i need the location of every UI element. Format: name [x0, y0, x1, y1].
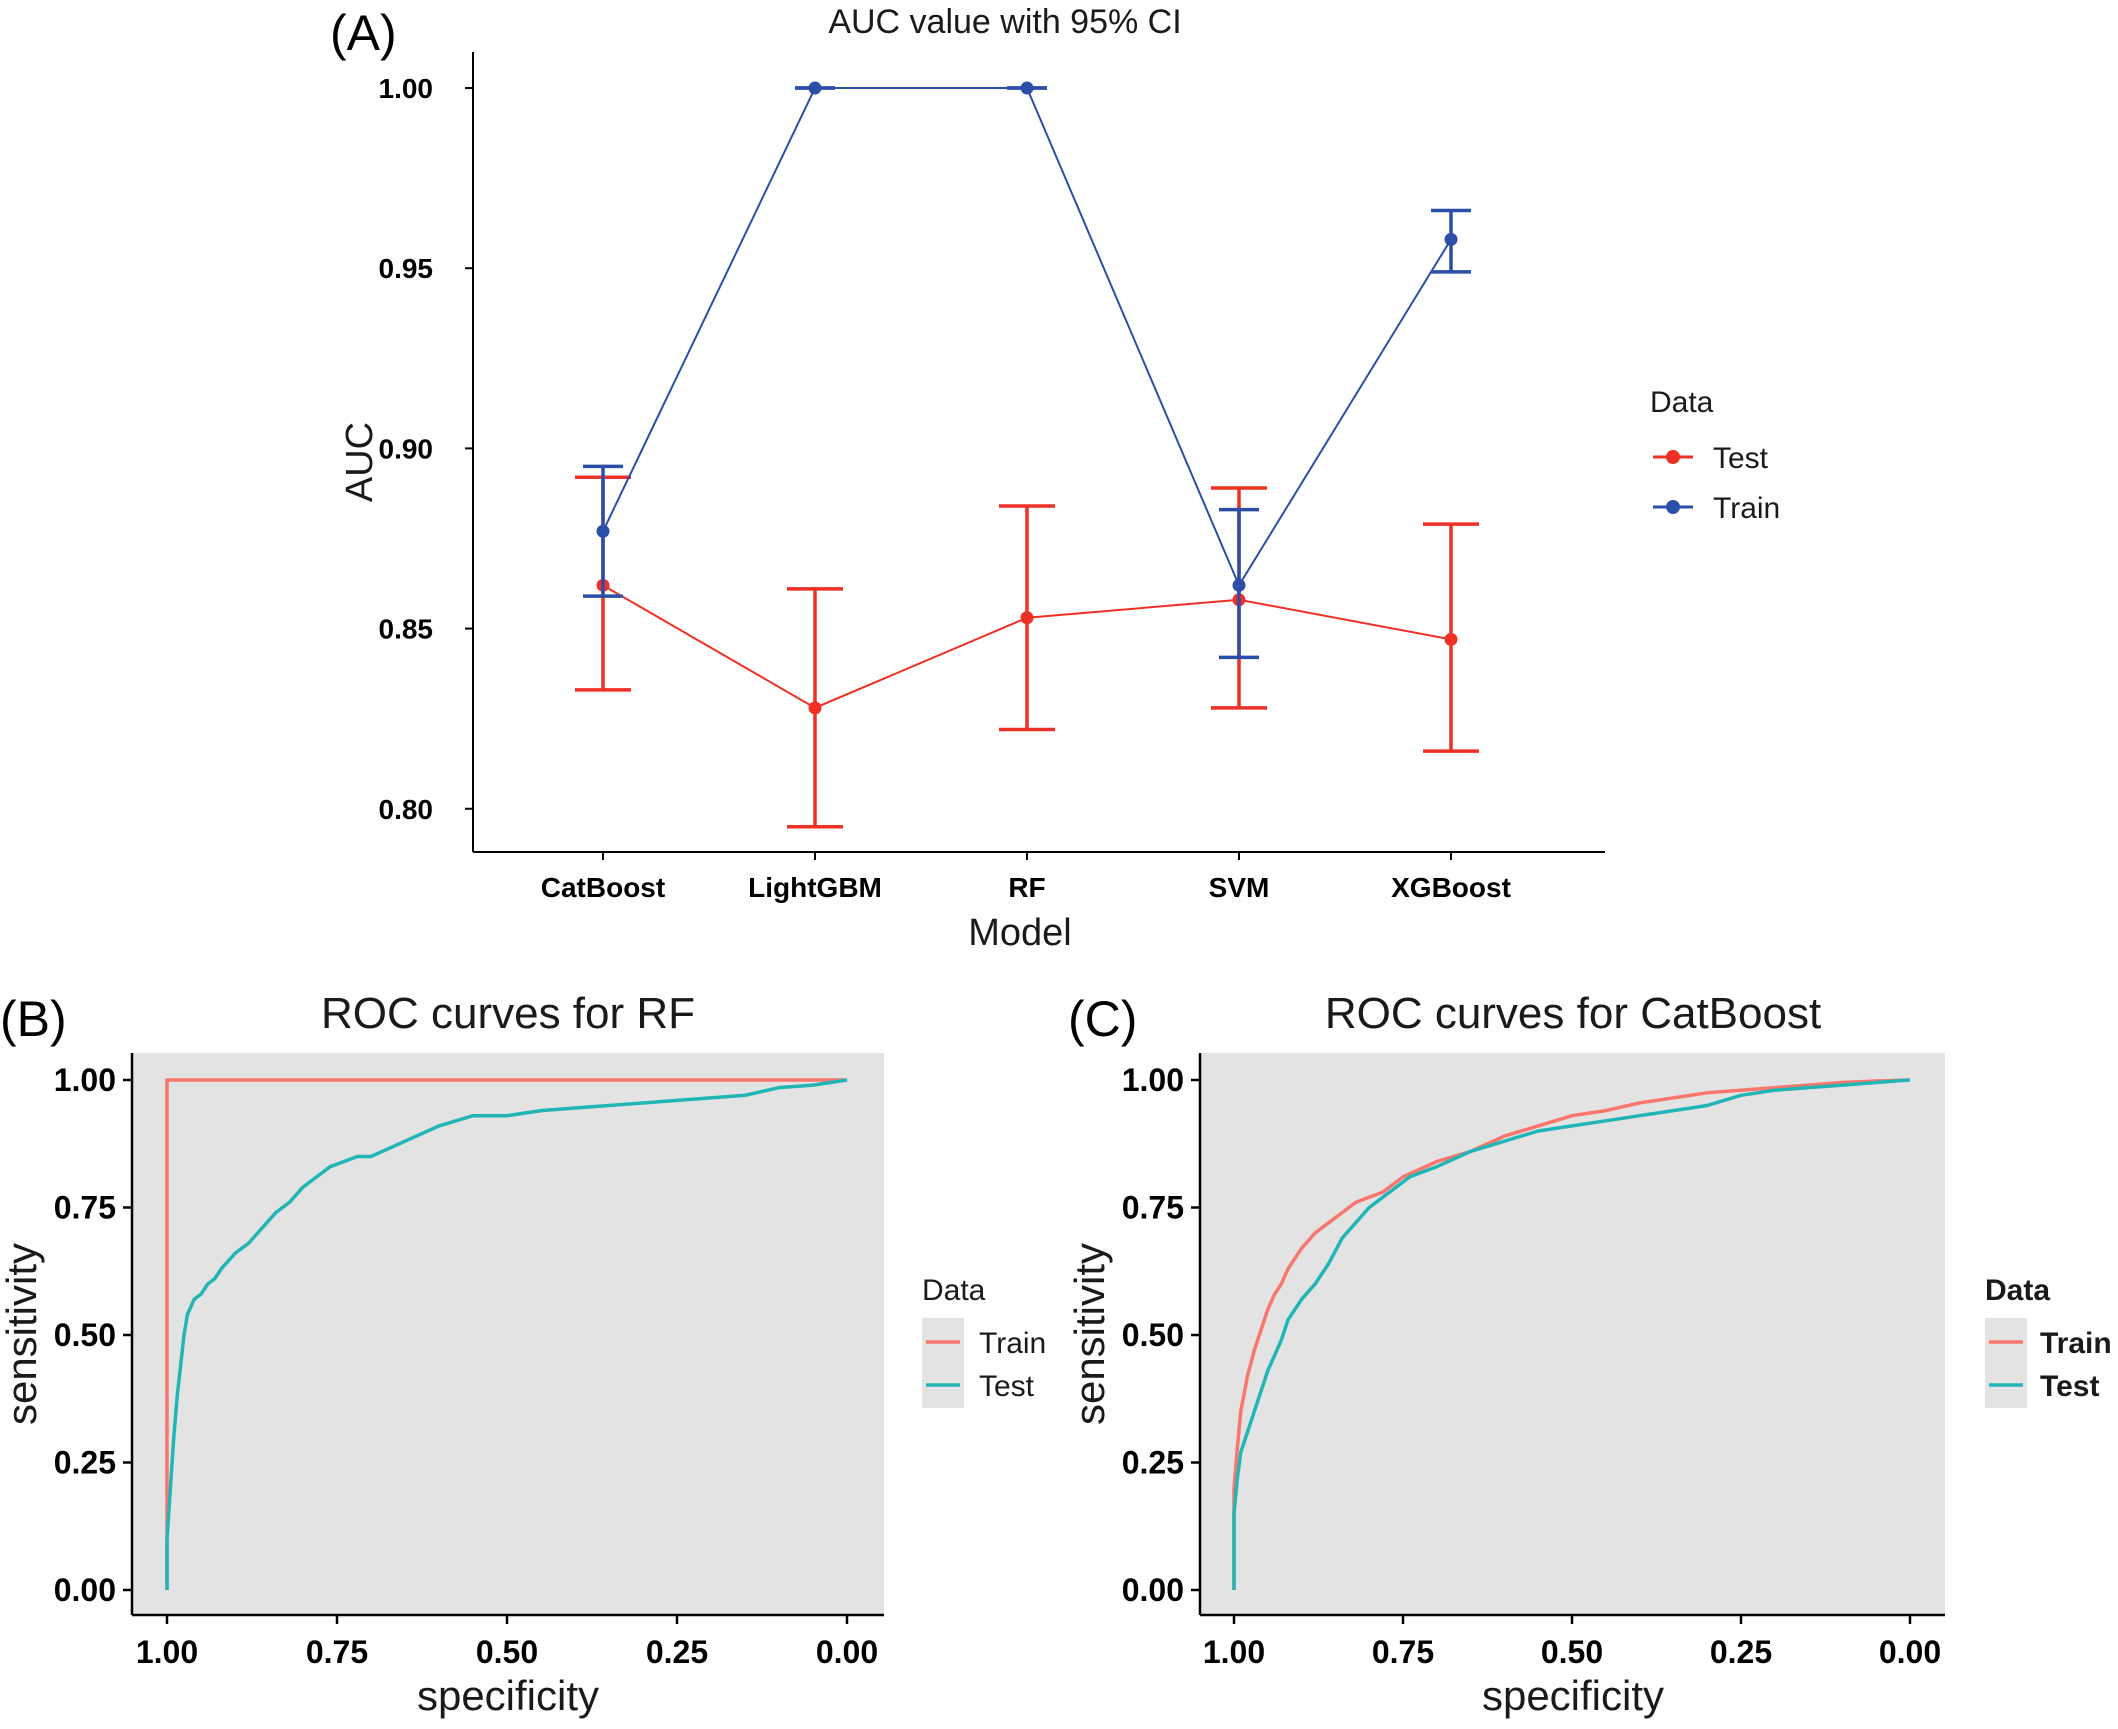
panel-b-legend-title: Data: [922, 1274, 986, 1307]
legend-test-label: Test: [1713, 442, 1769, 475]
y-tick-label: 0.50: [54, 1317, 116, 1353]
train-point: [808, 81, 822, 95]
roc-curve-test: [1232, 1078, 1911, 1590]
panel-a-y-axis-title: AUC: [339, 422, 381, 502]
y-tick-label: 0.50: [1122, 1317, 1184, 1353]
x-tick-label: 0.25: [646, 1634, 708, 1670]
x-tick-label: XGBoost: [1391, 872, 1511, 903]
train-point: [596, 524, 610, 538]
panel-c-legend-title: Data: [1985, 1274, 2050, 1307]
y-tick-label: 1.00: [54, 1062, 116, 1098]
train-point: [1232, 578, 1246, 592]
x-tick-label: 0.25: [1710, 1634, 1772, 1670]
roc-curve-train: [165, 1078, 847, 1590]
test-point: [1444, 632, 1458, 646]
legend-test-point-swatch: [1666, 450, 1680, 464]
x-tick-label: LightGBM: [748, 872, 882, 903]
x-tick-label: RF: [1008, 872, 1045, 903]
panel-b-series: [165, 1078, 848, 1590]
y-tick-label: 0.25: [54, 1445, 116, 1481]
x-tick-label: 0.50: [476, 1634, 538, 1670]
roc-curve-train: [1232, 1078, 1911, 1590]
panel-a-series: [575, 81, 1479, 829]
panel-c-title: ROC curves for CatBoost: [1325, 989, 1821, 1038]
legend-train-label: Train: [979, 1327, 1046, 1360]
y-tick-label: 0.85: [379, 614, 434, 645]
panel-a-x-axis-title: Model: [968, 912, 1072, 954]
y-tick-label: 0.25: [1122, 1445, 1184, 1481]
x-tick-label: 1.00: [136, 1634, 198, 1670]
panel-c-ticks: 0.00 0.00 0.25 0.25 0.50 0.50 0.75 0.75 1.00 1.00: [1122, 1062, 1941, 1670]
x-tick-label: 0.50: [1541, 1634, 1603, 1670]
y-tick-label: 0.80: [379, 794, 434, 825]
panel-a-legend-title: Data: [1650, 386, 1714, 419]
panel-a-letter: (A): [330, 5, 397, 61]
series-test: [575, 475, 1479, 829]
panel-a: (A) AUC value with 95% CI 0.800.850.900.…: [330, 3, 1780, 954]
train-point: [1444, 232, 1458, 246]
y-tick-label: 1.00: [1122, 1062, 1184, 1098]
legend-train-label: Train: [1713, 492, 1780, 525]
y-tick-label: 0.75: [54, 1190, 116, 1226]
legend-train-label: Train: [2040, 1327, 2112, 1360]
x-tick-label: 1.00: [1203, 1634, 1265, 1670]
test-point: [808, 701, 822, 715]
y-tick-label: 0.00: [1122, 1572, 1184, 1608]
x-tick-label: 0.00: [816, 1634, 878, 1670]
panel-c-legend: Data Train Test: [1985, 1274, 2112, 1408]
x-tick-label: 0.75: [1372, 1634, 1434, 1670]
x-tick-label: 0.00: [1879, 1634, 1941, 1670]
panel-a-title: AUC value with 95% CI: [828, 3, 1181, 41]
panel-c-y-axis-title: sensitivity: [1066, 1243, 1113, 1425]
panel-c-letter: (C): [1068, 991, 1137, 1047]
y-tick-label: 0.90: [379, 433, 434, 464]
panel-b: (B) ROC curves for RF 0.000.000.250.250.…: [0, 989, 1046, 1719]
legend-test-label: Test: [979, 1370, 1035, 1403]
legend-item-train: Train: [1653, 492, 1780, 525]
roc-curve-test: [165, 1078, 848, 1590]
panel-b-plot-area: [132, 1053, 884, 1615]
legend-test-label: Test: [2040, 1370, 2099, 1403]
panel-b-legend: Data Train Test: [922, 1274, 1046, 1408]
train-point: [1020, 81, 1034, 95]
test-point: [1020, 611, 1034, 625]
panel-a-legend: Data Test Train: [1650, 386, 1780, 525]
y-tick-label: 0.00: [54, 1572, 116, 1608]
x-tick-label: 0.75: [306, 1634, 368, 1670]
panel-b-ticks: 0.00 0.00 0.25 0.25 0.50 0.50 0.75 0.75 1.00 1.00: [54, 1062, 878, 1670]
panel-c-legend-key-bg: [1985, 1318, 2027, 1408]
legend-train-point-swatch: [1666, 500, 1680, 514]
y-tick-label: 0.75: [1122, 1190, 1184, 1226]
x-tick-label: SVM: [1209, 872, 1270, 903]
x-tick-label: CatBoost: [541, 872, 665, 903]
panel-c-series: [1232, 1078, 1911, 1590]
panel-b-y-axis-title: sensitivity: [0, 1243, 45, 1425]
panel-b-x-axis-title: specificity: [417, 1672, 599, 1719]
legend-item-test: Test: [1653, 442, 1769, 475]
panel-b-title: ROC curves for RF: [321, 989, 695, 1038]
panel-c-plot-area: [1200, 1053, 1945, 1615]
panel-a-x-ticks: CatBoost LightGBM RF SVM XGBoost: [541, 852, 1511, 903]
panel-c-x-axis-title: specificity: [1482, 1672, 1664, 1719]
series-train: [583, 81, 1471, 660]
panel-b-letter: (B): [0, 991, 67, 1047]
panel-a-y-ticks: 0.80 0.85 0.90 0.95 1.00: [379, 73, 473, 825]
panel-b-legend-key-bg: [922, 1318, 964, 1408]
y-tick-label: 0.95: [379, 253, 434, 284]
panel-c: (C) ROC curves for CatBoost 0.00 0.00 0.25…: [1066, 989, 2112, 1719]
y-tick-label: 1.00: [379, 73, 434, 104]
